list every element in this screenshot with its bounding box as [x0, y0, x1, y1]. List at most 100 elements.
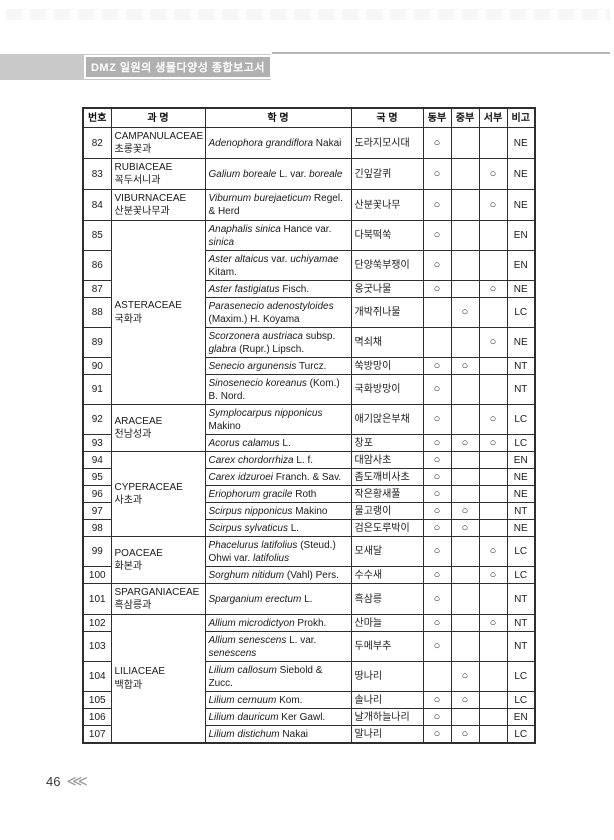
korean-name-cell: 물고랭이 — [350, 502, 424, 520]
region-west-cell: ○ — [478, 327, 508, 358]
region-mid-cell — [450, 374, 480, 405]
korean-name-cell: 멱쇠채 — [350, 327, 424, 358]
scientific-name-cell: Allium senescens L. var. senescens — [204, 631, 352, 662]
table-row: 83 RUBIACEAE 꼭두서니과 Galium boreale L. var. b… — [82, 158, 536, 190]
region-west-cell — [478, 485, 508, 503]
region-east-cell — [422, 297, 452, 328]
presence-circle-icon: ○ — [489, 282, 497, 295]
remark-cell: LC — [506, 566, 536, 584]
scientific-name-cell: Carex chordorrhiza L. f. — [204, 451, 352, 469]
region-mid-cell: ○ — [450, 357, 480, 375]
column-header-east: 동부 — [422, 107, 452, 128]
row-number-cell: 86 — [82, 250, 112, 281]
region-west-cell: ○ — [478, 189, 508, 221]
korean-name-cell: 도라지모시대 — [350, 127, 424, 159]
presence-circle-icon: ○ — [433, 568, 441, 581]
row-number-cell: 96 — [82, 485, 112, 503]
remark-cell: LC — [506, 297, 536, 328]
presence-circle-icon: ○ — [433, 453, 441, 466]
region-west-cell: ○ — [478, 158, 508, 190]
presence-circle-icon: ○ — [489, 568, 497, 581]
column-header-west: 서부 — [478, 107, 508, 128]
row-number-cell: 87 — [82, 280, 112, 298]
scientific-name-cell: Anaphalis sinica Hance var. sinica — [204, 220, 352, 251]
remark-cell: NE — [506, 519, 536, 537]
region-mid-cell — [450, 250, 480, 281]
family-korean-name: 천남성과 — [114, 429, 152, 440]
scientific-name-cell: Aster fastigiatus Fisch. — [204, 280, 352, 298]
family-cell: VIBURNACEAE 산분꽃나무과 — [110, 189, 206, 221]
column-header-family: 과 명 — [110, 107, 206, 128]
table-row: 86 Aster altaicus var. uchiyamae Kitam. 단양… — [82, 250, 536, 281]
region-mid-cell: ○ — [450, 434, 480, 452]
row-number-cell: 103 — [82, 631, 112, 662]
region-west-cell: ○ — [478, 566, 508, 584]
scientific-name-cell: Symplocarpus nipponicus Makino — [204, 404, 352, 435]
korean-name-cell: 작은황새풀 — [350, 485, 424, 503]
region-mid-cell: ○ — [450, 502, 480, 520]
family-latin-name: CYPERACEAE — [114, 481, 183, 493]
region-mid-cell — [450, 536, 480, 567]
region-west-cell — [478, 357, 508, 375]
column-header-mid: 중부 — [450, 107, 480, 128]
region-west-cell — [478, 502, 508, 520]
scientific-name-cell: Galium boreale L. var. boreale — [204, 158, 352, 190]
table-row: 89 Scorzonera austriaca subsp. glabra (Ru… — [82, 327, 536, 358]
region-mid-cell — [450, 583, 480, 615]
row-number-cell: 83 — [82, 158, 112, 190]
region-east-cell: ○ — [422, 485, 452, 503]
row-number-cell: 102 — [82, 614, 112, 632]
family-cell: POACEAE 화본과 — [110, 536, 206, 584]
family-korean-name: 사초과 — [114, 495, 143, 506]
korean-name-cell: 땅나리 — [350, 661, 424, 692]
page-footer: 46 ⋘ — [46, 772, 88, 790]
region-west-cell — [478, 250, 508, 281]
family-cell: ARACEAE 천남성과 — [110, 404, 206, 452]
region-west-cell — [478, 631, 508, 662]
region-west-cell — [478, 297, 508, 328]
korean-name-cell: 검은도루박이 — [350, 519, 424, 537]
column-header-kor: 국 명 — [350, 107, 424, 128]
table-row: 82 CAMPANULACEAE 초롱꽃과 Adenophora grandiflor… — [82, 127, 536, 159]
remark-cell: LC — [506, 404, 536, 435]
scientific-name-cell: Sinosenecio koreanus (Kom.) B. Nord. — [204, 374, 352, 405]
region-west-cell: ○ — [478, 536, 508, 567]
presence-circle-icon: ○ — [461, 359, 469, 372]
table-row: 91 Sinosenecio koreanus (Kom.) B. Nord. 국화… — [82, 374, 536, 405]
presence-circle-icon: ○ — [433, 710, 441, 723]
remark-cell: LC — [506, 725, 536, 744]
table-row: 95 Carex idzuroei Franch. & Sav. 좀도깨비사초 ○ NE — [82, 468, 536, 486]
region-mid-cell — [450, 631, 480, 662]
korean-name-cell: 좀도깨비사초 — [350, 468, 424, 486]
remark-cell: LC — [506, 661, 536, 692]
region-west-cell — [478, 661, 508, 692]
region-mid-cell — [450, 127, 480, 159]
remark-cell: NE — [506, 127, 536, 159]
presence-circle-icon: ○ — [433, 198, 441, 211]
table-row: 99 POACEAE 화본과 Phacelurus latifolius (Steud… — [82, 536, 536, 584]
remark-cell: NE — [506, 280, 536, 298]
table-row: 84 VIBURNACEAE 산분꽃나무과 Viburnum burejaeticum… — [82, 189, 536, 221]
row-number-cell: 106 — [82, 708, 112, 726]
region-west-cell — [478, 691, 508, 709]
region-east-cell: ○ — [422, 725, 452, 744]
presence-circle-icon: ○ — [433, 359, 441, 372]
region-east-cell: ○ — [422, 158, 452, 190]
presence-circle-icon: ○ — [461, 727, 469, 740]
row-number-cell: 104 — [82, 661, 112, 692]
region-west-cell — [478, 468, 508, 486]
region-mid-cell — [450, 451, 480, 469]
scientific-name-cell: Sorghum nitidum (Vahl) Pers. — [204, 566, 352, 584]
remark-cell: NT — [506, 614, 536, 632]
presence-circle-icon: ○ — [433, 436, 441, 449]
row-number-cell: 97 — [82, 502, 112, 520]
korean-name-cell: 수수새 — [350, 566, 424, 584]
family-latin-name: SPARGANIACEAE — [114, 586, 200, 598]
family-korean-name: 초롱꽃과 — [114, 144, 152, 155]
table-row: 93 Acorus calamus L. 창포 ○ ○ ○ LC — [82, 434, 536, 452]
header-rule — [272, 52, 610, 54]
korean-name-cell: 단양쑥부쟁이 — [350, 250, 424, 281]
family-korean-name: 꼭두서니과 — [114, 175, 161, 186]
korean-name-cell: 모새달 — [350, 536, 424, 567]
